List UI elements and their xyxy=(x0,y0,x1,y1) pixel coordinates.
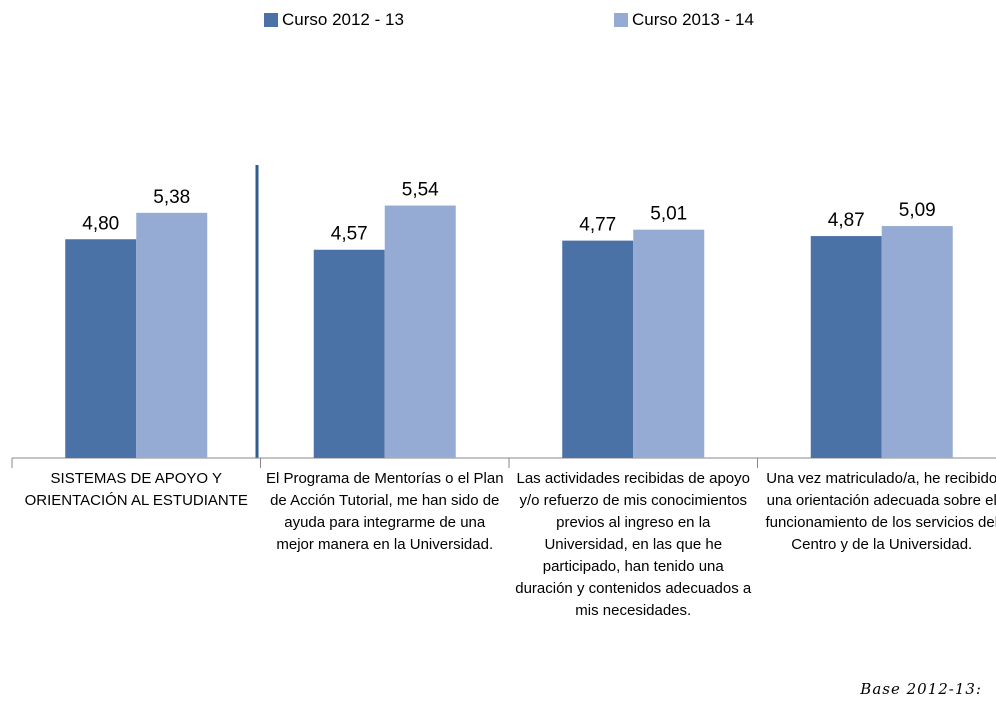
value-label: 4,80 xyxy=(82,213,119,234)
value-label: 4,77 xyxy=(579,215,616,236)
bar xyxy=(384,205,456,458)
bar xyxy=(65,239,137,458)
legend-swatch xyxy=(614,13,628,27)
value-label: 5,01 xyxy=(650,204,687,225)
bar xyxy=(810,236,882,458)
value-label: 4,57 xyxy=(331,224,368,245)
bar xyxy=(562,240,634,458)
value-label: 4,87 xyxy=(828,210,865,231)
x-tick-label: Una vez matriculado/a, he recibido una o… xyxy=(765,470,996,553)
legend-label: Curso 2013 - 14 xyxy=(632,10,754,29)
legend-item: Curso 2012 - 13 xyxy=(264,10,404,30)
x-tick-label: Las actividades recibidas de apoyo y/o r… xyxy=(515,470,752,619)
annotation: Base 2012-13: xyxy=(860,680,982,698)
value-label: 5,38 xyxy=(153,187,190,208)
legend-label: Curso 2012 - 13 xyxy=(282,10,404,29)
bar xyxy=(633,229,705,458)
legend-item: Curso 2013 - 14 xyxy=(614,10,754,30)
x-tick-label: SISTEMAS DE APOYO Y ORIENTACIÓN AL ESTUD… xyxy=(24,470,248,509)
bar xyxy=(136,212,208,458)
bar xyxy=(313,249,385,458)
x-tick-label: El Programa de Mentorías o el Plan de Ac… xyxy=(265,470,504,553)
value-label: 5,09 xyxy=(899,200,936,221)
legend-swatch xyxy=(264,13,278,27)
bar xyxy=(881,226,953,458)
value-label: 5,54 xyxy=(402,180,439,201)
